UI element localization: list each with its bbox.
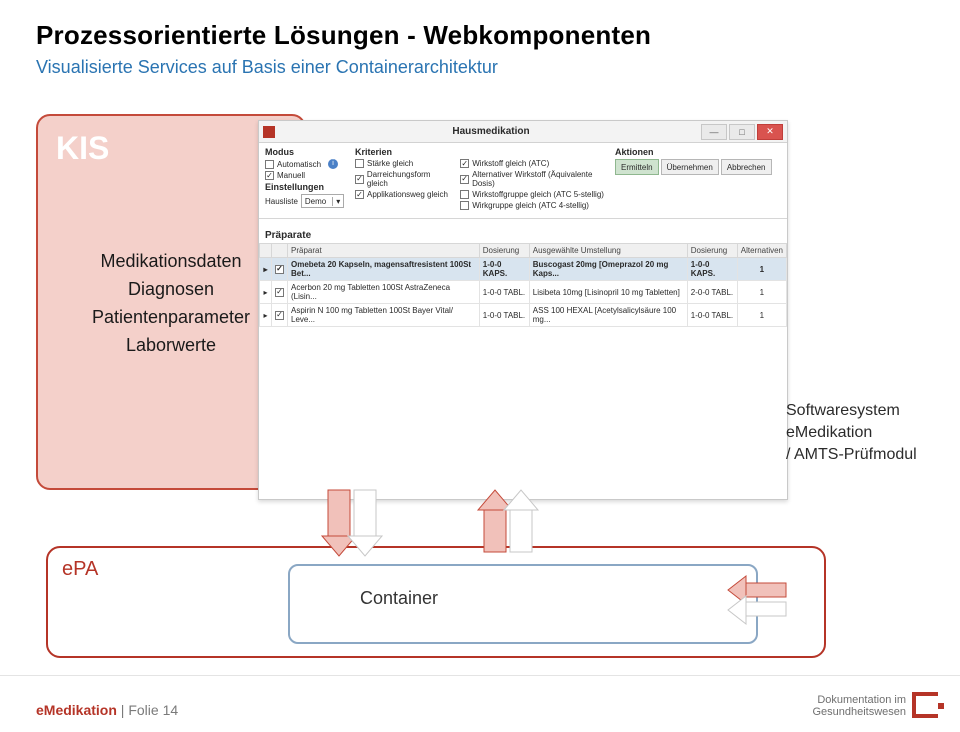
close-button[interactable]: ✕ — [757, 124, 783, 140]
cell-dosierung2: 2-0-0 TABL. — [687, 281, 737, 304]
cell-alternativen: 1 — [737, 258, 786, 281]
slide-subtitle: Visualisierte Services auf Basis einer C… — [36, 57, 924, 78]
kriterien-option-label: Wirkstoff gleich (ATC) — [472, 159, 549, 168]
kriterien-option-label: Stärke gleich — [367, 159, 413, 168]
kriterien-checkbox[interactable] — [460, 190, 469, 199]
hausliste-value: Demo — [305, 197, 326, 206]
kriterien-checkbox[interactable] — [355, 159, 364, 168]
col-alternativen: Alternativen — [737, 244, 786, 258]
kriterien-checkbox[interactable] — [355, 175, 364, 184]
kriterien-checkbox[interactable] — [460, 159, 469, 168]
kriterien-option-label: Applikationsweg gleich — [367, 190, 448, 199]
logo-mark-icon — [912, 692, 938, 718]
col-umstellung: Ausgewählte Umstellung — [529, 244, 687, 258]
system-label-line: / AMTS-Prüfmodul — [786, 444, 936, 466]
minimize-button[interactable]: — — [701, 124, 727, 140]
footer-page: Folie 14 — [128, 702, 178, 718]
cell-praeparat: Acerbon 20 mg Tabletten 100St AstraZenec… — [288, 281, 480, 304]
cell-dosierung: 1-0-0 TABL. — [479, 304, 529, 327]
app-window: Hausmedikation — □ ✕ Modus Automatisch i — [258, 120, 788, 500]
modus-option-label: Automatisch — [277, 160, 321, 169]
modus-automatisch-checkbox[interactable] — [265, 160, 274, 169]
epa-label: ePA — [62, 558, 98, 581]
cell-dosierung: 1-0-0 KAPS. — [479, 258, 529, 281]
maximize-button[interactable]: □ — [729, 124, 755, 140]
col-check — [272, 244, 288, 258]
logo-text-line: Dokumentation im — [812, 694, 906, 706]
footer-brand: eMedikation — [36, 702, 117, 718]
expand-icon[interactable]: ▸ — [260, 304, 272, 327]
chevron-down-icon: ▾ — [332, 197, 340, 206]
kriterien-checkbox[interactable] — [460, 175, 469, 184]
cell-umstellung: Buscogast 20mg [Omeprazol 20 mg Kaps... — [529, 258, 687, 281]
row-checkbox[interactable] — [272, 281, 288, 304]
col-praeparat: Präparat — [288, 244, 480, 258]
table-row[interactable]: ▸ Acerbon 20 mg Tabletten 100St AstraZene… — [260, 281, 787, 304]
table-row[interactable]: ▸ Omebeta 20 Kapseln, magensaftresistent … — [260, 258, 787, 281]
container-label: Container — [360, 588, 438, 609]
kis-item: Medikationsdaten — [56, 247, 286, 275]
system-label-line: eMedikation — [786, 422, 936, 444]
table-row[interactable]: ▸ Aspirin N 100 mg Tabletten 100St Bayer … — [260, 304, 787, 327]
cell-praeparat: Aspirin N 100 mg Tabletten 100St Bayer V… — [288, 304, 480, 327]
cell-alternativen: 1 — [737, 281, 786, 304]
cell-umstellung: ASS 100 HEXAL [Acetylsalicylsäure 100 mg… — [529, 304, 687, 327]
footer-separator: | — [117, 702, 128, 718]
uebernehmen-button[interactable]: Übernehmen — [661, 159, 719, 175]
kriterien-option-label: Alternativer Wirkstoff (Äquivalente Dosi… — [472, 170, 615, 188]
cell-dosierung2: 1-0-0 TABL. — [687, 304, 737, 327]
app-icon — [263, 126, 275, 138]
expand-icon[interactable]: ▸ — [260, 258, 272, 281]
kis-item: Laborwerte — [56, 331, 286, 359]
cell-praeparat: Omebeta 20 Kapseln, magensaftresistent 1… — [288, 258, 480, 281]
praeparate-table: Präparat Dosierung Ausgewählte Umstellun… — [259, 243, 787, 327]
system-label-line: Softwaresystem — [786, 400, 936, 422]
modus-label: Modus — [265, 147, 355, 157]
cell-dosierung: 1-0-0 TABL. — [479, 281, 529, 304]
cell-umstellung: Lisibeta 10mg [Lisinopril 10 mg Tablette… — [529, 281, 687, 304]
abbrechen-button[interactable]: Abbrechen — [721, 159, 772, 175]
divider — [0, 675, 960, 676]
col-dosierung: Dosierung — [479, 244, 529, 258]
logo-text-line: Gesundheitswesen — [812, 706, 906, 718]
cell-alternativen: 1 — [737, 304, 786, 327]
footer: eMedikation | Folie 14 — [36, 702, 178, 718]
org-logo: Dokumentation im Gesundheitswesen — [812, 692, 938, 718]
kriterien-option-label: Wirkstoffgruppe gleich (ATC 5-stellig) — [472, 190, 604, 199]
cell-dosierung2: 1-0-0 KAPS. — [687, 258, 737, 281]
ermitteln-button[interactable]: Ermitteln — [615, 159, 659, 175]
hausliste-dropdown[interactable]: Demo ▾ — [301, 194, 344, 208]
system-label: Softwaresystem eMedikation / AMTS-Prüfmo… — [786, 400, 936, 466]
col-dosierung2: Dosierung — [687, 244, 737, 258]
slide-title: Prozessorientierte Lösungen - Webkompone… — [36, 20, 924, 51]
kis-list: Medikationsdaten Diagnosen Patientenpara… — [56, 247, 286, 359]
kis-item: Patientenparameter — [56, 303, 286, 331]
window-title: Hausmedikation — [281, 126, 701, 137]
kis-item: Diagnosen — [56, 275, 286, 303]
row-checkbox[interactable] — [272, 258, 288, 281]
row-checkbox[interactable] — [272, 304, 288, 327]
container-box — [288, 564, 758, 644]
kriterien-option-label: Darreichungsform gleich — [367, 170, 452, 188]
kriterien-option-label: Wirkgruppe gleich (ATC 4-stellig) — [472, 201, 589, 210]
kriterien-label: Kriterien — [355, 147, 615, 157]
einstellungen-label: Einstellungen — [265, 182, 355, 192]
window-titlebar: Hausmedikation — □ ✕ — [259, 121, 787, 143]
expand-icon[interactable]: ▸ — [260, 281, 272, 304]
hausliste-label: Hausliste — [265, 197, 298, 206]
modus-option-label: Manuell — [277, 171, 305, 180]
praeparate-label: Präparate — [259, 224, 787, 243]
col-expand — [260, 244, 272, 258]
kis-title: KIS — [56, 130, 286, 167]
kriterien-checkbox[interactable] — [460, 201, 469, 210]
aktionen-label: Aktionen — [615, 147, 654, 157]
modus-manuell-checkbox[interactable] — [265, 171, 274, 180]
info-icon[interactable]: i — [328, 159, 338, 169]
kriterien-checkbox[interactable] — [355, 190, 364, 199]
